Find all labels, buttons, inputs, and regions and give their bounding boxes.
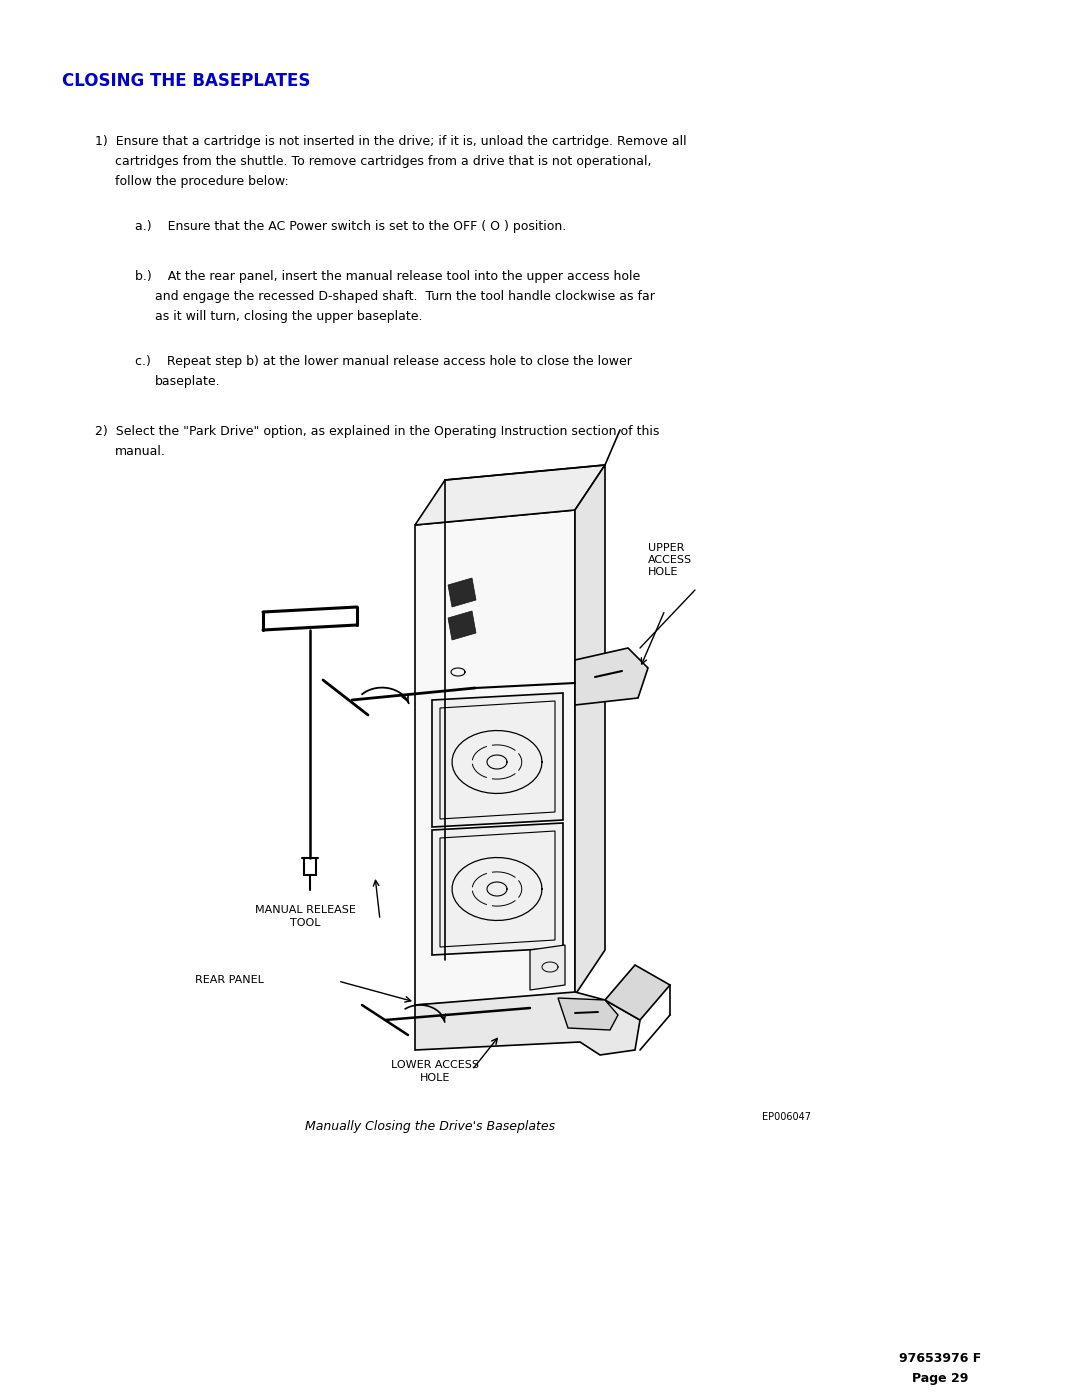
Polygon shape	[432, 823, 563, 956]
Text: c.)    Repeat step b) at the lower manual release access hole to close the lower: c.) Repeat step b) at the lower manual r…	[135, 355, 632, 367]
Polygon shape	[575, 465, 605, 995]
Text: CLOSING THE BASEPLATES: CLOSING THE BASEPLATES	[62, 73, 310, 89]
Text: LOWER ACCESS
HOLE: LOWER ACCESS HOLE	[391, 1060, 480, 1083]
Polygon shape	[605, 965, 670, 1020]
Polygon shape	[575, 648, 648, 705]
Polygon shape	[448, 610, 476, 640]
Polygon shape	[415, 510, 575, 1004]
Text: cartridges from the shuttle. To remove cartridges from a drive that is not opera: cartridges from the shuttle. To remove c…	[114, 155, 651, 168]
Text: b.)    At the rear panel, insert the manual release tool into the upper access h: b.) At the rear panel, insert the manual…	[135, 270, 640, 284]
Polygon shape	[530, 944, 565, 990]
Text: as it will turn, closing the upper baseplate.: as it will turn, closing the upper basep…	[156, 310, 422, 323]
Text: a.)    Ensure that the AC Power switch is set to the OFF ( O ) position.: a.) Ensure that the AC Power switch is s…	[135, 219, 566, 233]
Text: MANUAL RELEASE
TOOL: MANUAL RELEASE TOOL	[255, 905, 355, 928]
Text: 97653976 F: 97653976 F	[899, 1352, 981, 1365]
Text: 1)  Ensure that a cartridge is not inserted in the drive; if it is, unload the c: 1) Ensure that a cartridge is not insert…	[95, 136, 687, 148]
Polygon shape	[415, 992, 640, 1055]
Text: REAR PANEL: REAR PANEL	[195, 975, 264, 985]
Polygon shape	[448, 578, 476, 608]
Polygon shape	[415, 465, 605, 525]
Text: manual.: manual.	[114, 446, 166, 458]
Polygon shape	[558, 997, 618, 1030]
Text: follow the procedure below:: follow the procedure below:	[114, 175, 288, 189]
Text: Manually Closing the Drive's Baseplates: Manually Closing the Drive's Baseplates	[305, 1120, 555, 1133]
Text: 2)  Select the "Park Drive" option, as explained in the Operating Instruction se: 2) Select the "Park Drive" option, as ex…	[95, 425, 660, 439]
Polygon shape	[432, 693, 563, 827]
Text: baseplate.: baseplate.	[156, 374, 220, 388]
Text: UPPER
ACCESS
HOLE: UPPER ACCESS HOLE	[648, 543, 692, 577]
Text: Page 29: Page 29	[912, 1372, 968, 1384]
Text: and engage the recessed D-shaped shaft.  Turn the tool handle clockwise as far: and engage the recessed D-shaped shaft. …	[156, 291, 654, 303]
Text: EP006047: EP006047	[762, 1112, 811, 1122]
